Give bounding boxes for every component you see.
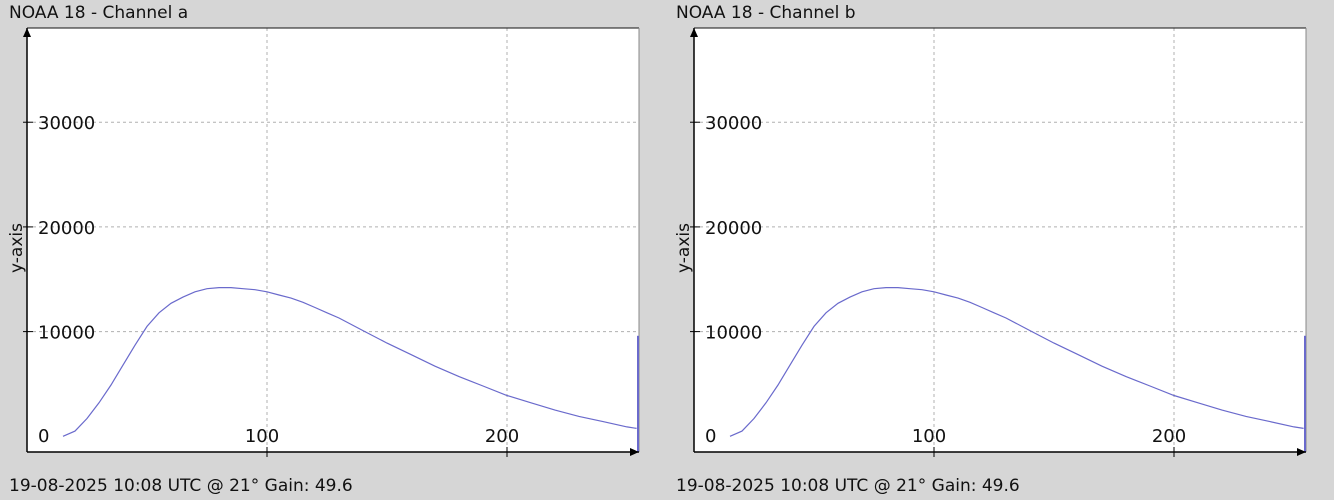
chart-title: NOAA 18 - Channel a (9, 3, 189, 23)
x-axis-arrow (630, 448, 639, 456)
y-tick-label: 0 (38, 426, 49, 447)
y-axis-arrow (690, 28, 698, 37)
plot-area (694, 28, 1306, 452)
y-axis-arrow (23, 28, 31, 37)
chart-footer: 19-08-2025 10:08 UTC @ 21° Gain: 49.6 (9, 476, 353, 496)
x-tick-label: 100 (912, 426, 946, 447)
x-tick-label: 100 (245, 426, 279, 447)
y-tick-label: 30000 (38, 113, 95, 134)
chart-panel-b: NOAA 18 - Channel b 100 200 0 10000 20000 300… (667, 0, 1334, 500)
y-axis-label: y-axis (7, 223, 27, 273)
chart-footer: 19-08-2025 10:08 UTC @ 21° Gain: 49.6 (676, 476, 1020, 496)
y-axis-label: y-axis (674, 223, 694, 273)
y-tick-label: 20000 (705, 218, 762, 239)
series-line (729, 287, 1304, 437)
x-axis-arrow (1297, 448, 1306, 456)
series-line (62, 287, 637, 437)
chart-panel-a: NOAA 18 - Channel a 100 200 0 10000 20000 300… (7, 3, 640, 496)
plot-area (27, 28, 639, 452)
y-tick-label: 10000 (705, 323, 762, 344)
x-tick-label: 200 (1152, 426, 1186, 447)
chart-plot: 100 200 0 10000 20000 30000 y-axis (674, 27, 1307, 457)
y-tick-label: 30000 (705, 113, 762, 134)
chart-plot: 100 200 0 10000 20000 30000 y-axis (7, 27, 640, 457)
y-tick-label: 0 (705, 426, 716, 447)
chart-title: NOAA 18 - Channel b (676, 3, 856, 23)
x-tick-label: 200 (485, 426, 519, 447)
y-tick-label: 10000 (38, 323, 95, 344)
y-tick-label: 20000 (38, 218, 95, 239)
